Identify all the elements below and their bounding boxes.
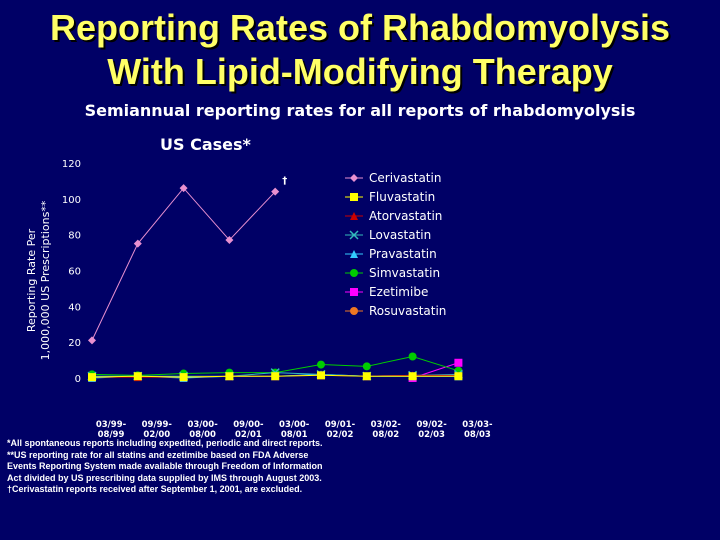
data-point [225, 236, 234, 245]
legend-label: Cerivastatin [369, 171, 441, 185]
legend-item: Simvastatin [345, 266, 440, 280]
footnote: Events Reporting System made available t… [7, 461, 323, 472]
x-tick-label: 09/01-02/02 [325, 420, 356, 440]
x-tick-label: 03/03-08/03 [462, 420, 493, 440]
slide-title-line-1: Reporting Rates of Rhabdomyolysis [49, 7, 671, 48]
data-point [454, 358, 463, 367]
data-point [88, 336, 96, 345]
slide-title-line-2: With Lipid-Modifying Therapy [107, 51, 613, 92]
legend-label: Simvastatin [369, 266, 440, 280]
legend-marker [350, 269, 358, 277]
x-tick-label: 03/00-08/00 [187, 420, 218, 440]
footnotes: *All spontaneous reports including exped… [7, 438, 407, 496]
y-tick-label: 60 [68, 267, 81, 278]
legend-label: Fluvastatin [369, 190, 435, 204]
legend-label: Lovastatin [369, 228, 431, 242]
data-point [454, 372, 463, 381]
x-tick-label: 09/00-02/01 [233, 420, 264, 440]
legend-item: Ezetimibe [345, 285, 428, 299]
footnote: †Cerivastatin reports received after Sep… [7, 484, 303, 495]
footnote: **US reporting rate for all statins and … [7, 449, 309, 460]
y-axis-label: 1,000,000 US Prescriptions** [39, 200, 52, 360]
annotation-dagger: † [282, 176, 287, 187]
data-point [408, 352, 417, 361]
legend-marker [350, 250, 358, 258]
legend-item: Pravastatin [345, 247, 437, 261]
legend-marker [350, 174, 358, 182]
legend-marker [350, 288, 358, 296]
legend-label: Atorvastatin [369, 209, 442, 223]
x-tick-label: 09/02-02/03 [416, 420, 447, 440]
data-point [362, 362, 371, 371]
data-point [271, 187, 280, 196]
footnote: *All spontaneous reports including exped… [7, 438, 323, 448]
legend-label: Ezetimibe [369, 285, 428, 299]
legend-marker [350, 307, 358, 315]
data-point [179, 184, 188, 193]
data-point [317, 371, 325, 380]
y-tick-label: 80 [68, 231, 81, 242]
x-tick-label: 03/00-08/01 [279, 420, 310, 440]
series-line [91, 187, 276, 341]
x-tick-label: 03/99-08/99 [96, 420, 127, 440]
legend-marker [349, 230, 359, 240]
legend-item: Fluvastatin [345, 190, 435, 204]
legend-label: Rosuvastatin [369, 304, 446, 318]
y-axis-label: Reporting Rate Per [25, 228, 38, 332]
legend-label: Pravastatin [369, 247, 437, 261]
y-tick-label: 20 [68, 338, 81, 349]
data-point [317, 360, 325, 369]
data-point [408, 372, 417, 381]
y-tick-label: 100 [62, 195, 81, 206]
data-point [133, 372, 142, 381]
data-point [133, 239, 142, 248]
data-point [362, 372, 371, 381]
data-point [179, 373, 188, 382]
chart-title: US Cases* [160, 135, 251, 154]
series-cerivastatin [88, 184, 280, 345]
data-point [88, 373, 96, 382]
legend-item: Atorvastatin [345, 209, 442, 223]
x-tick-label: 09/99-02/00 [142, 420, 173, 440]
data-point [271, 372, 280, 381]
y-tick-label: 120 [62, 159, 81, 170]
y-tick-label: 40 [68, 302, 81, 313]
legend-item: Lovastatin [345, 228, 431, 242]
series-fluvastatin [88, 371, 463, 382]
footnote: Act divided by US prescribing data suppl… [7, 472, 322, 483]
x-tick-label: 03/02-08/02 [371, 420, 402, 440]
chart-subtitle: Semiannual reporting rates for all repor… [84, 101, 636, 120]
legend-item: Cerivastatin [345, 171, 441, 185]
data-point [225, 372, 234, 381]
y-tick-label: 0 [75, 374, 81, 385]
legend-marker [350, 212, 358, 220]
legend-marker [350, 193, 358, 201]
legend-item: Rosuvastatin [345, 304, 446, 318]
